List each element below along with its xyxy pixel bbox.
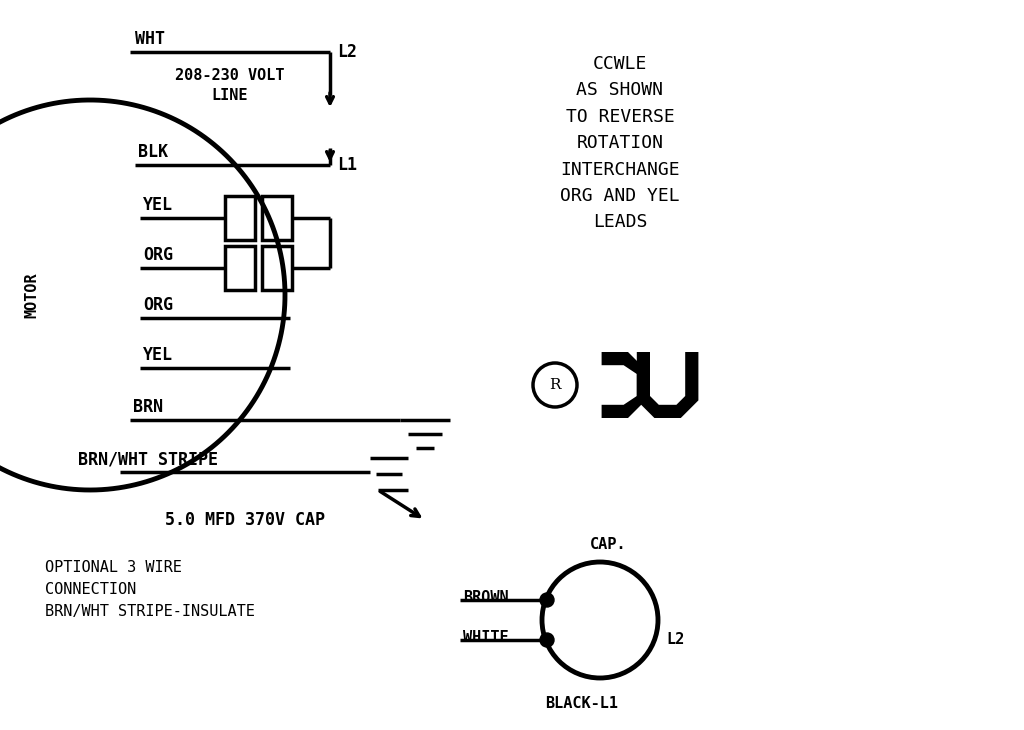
Text: BROWN: BROWN	[463, 591, 509, 605]
Text: BRN: BRN	[133, 398, 163, 416]
Bar	[225, 246, 255, 290]
Polygon shape	[637, 352, 698, 418]
Text: LINE: LINE	[212, 88, 248, 102]
Polygon shape	[602, 352, 645, 418]
Text: BLK: BLK	[138, 143, 168, 161]
Text: 5.0 MFD 370V CAP: 5.0 MFD 370V CAP	[165, 511, 325, 529]
Text: CAP.: CAP.	[590, 537, 627, 552]
Text: YEL: YEL	[143, 196, 173, 214]
Polygon shape	[608, 374, 628, 400]
Text: L2: L2	[337, 43, 357, 61]
Text: BRN/WHT STRIPE: BRN/WHT STRIPE	[78, 450, 218, 468]
Text: R: R	[549, 378, 561, 392]
Text: YEL: YEL	[143, 346, 173, 364]
Bar	[262, 196, 292, 240]
Text: 208-230 VOLT: 208-230 VOLT	[175, 67, 285, 82]
Text: MOTOR: MOTOR	[25, 272, 40, 318]
Bar	[262, 246, 292, 290]
Circle shape	[540, 633, 554, 647]
Text: OPTIONAL 3 WIRE
CONNECTION
BRN/WHT STRIPE-INSULATE: OPTIONAL 3 WIRE CONNECTION BRN/WHT STRIP…	[45, 560, 255, 619]
Text: L1: L1	[337, 156, 357, 174]
Text: ORG: ORG	[143, 296, 173, 314]
Text: WHT: WHT	[135, 30, 165, 48]
Text: WHITE: WHITE	[463, 631, 509, 645]
Text: L2: L2	[666, 632, 684, 648]
Text: BLACK-L1: BLACK-L1	[545, 696, 618, 711]
Circle shape	[540, 593, 554, 607]
Text: CCWLE
AS SHOWN
TO REVERSE
ROTATION
INTERCHANGE
ORG AND YEL
LEADS: CCWLE AS SHOWN TO REVERSE ROTATION INTER…	[560, 55, 680, 231]
Bar	[225, 196, 255, 240]
Text: ORG: ORG	[143, 246, 173, 264]
